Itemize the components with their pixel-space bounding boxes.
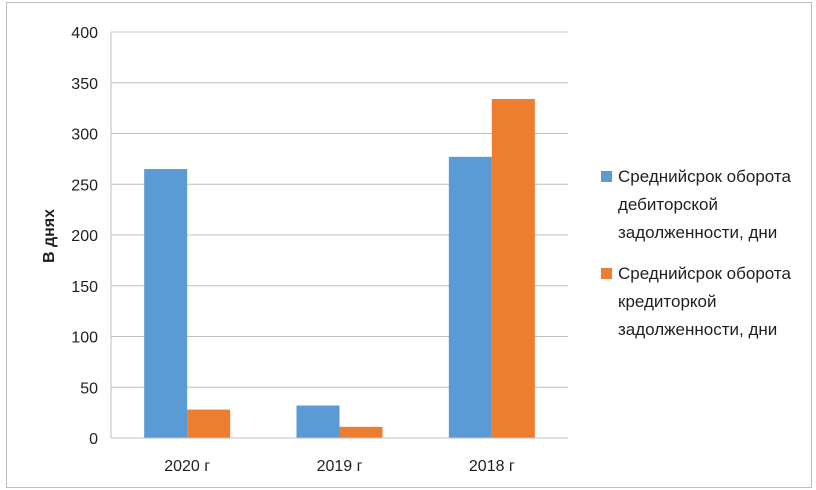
y-tick-label: 400	[71, 25, 98, 42]
y-tick-label: 250	[71, 177, 98, 194]
y-tick-label: 300	[71, 127, 98, 144]
y-tick-label: 150	[71, 279, 98, 296]
bar	[144, 169, 188, 438]
x-tick-label: 2019 г	[317, 458, 363, 475]
legend-swatch	[601, 268, 612, 279]
bar	[339, 426, 383, 438]
x-tick-label: 2018 г	[469, 458, 515, 475]
legend-label: задолженности, дни	[618, 223, 777, 242]
y-tick-label: 100	[71, 330, 98, 347]
legend-swatch	[601, 171, 612, 182]
legend-label: дебиторской	[618, 195, 718, 214]
axes: 0 50 100 150 200 250 300 350 400 2020 г 2019 г 2018…	[71, 25, 568, 475]
bar	[187, 409, 231, 438]
y-tick-label: 350	[71, 76, 98, 93]
legend-label: кредиторкой	[618, 292, 716, 311]
bar	[491, 98, 535, 439]
bar	[448, 156, 492, 438]
bar	[296, 405, 340, 438]
y-tick-label: 50	[80, 380, 98, 397]
y-tick-label: 0	[89, 431, 98, 448]
legend-label: Среднийсрок оборота	[618, 264, 791, 283]
bars	[144, 98, 535, 439]
legend: Среднийсрок оборота дебиторской задолженно…	[601, 167, 791, 339]
legend-label: Среднийсрок оборота	[618, 167, 791, 186]
legend-label: задолженности, дни	[618, 320, 777, 339]
y-axis-title: В днях	[41, 209, 58, 263]
y-tick-label: 200	[71, 228, 98, 245]
x-tick-label: 2020 г	[164, 458, 210, 475]
